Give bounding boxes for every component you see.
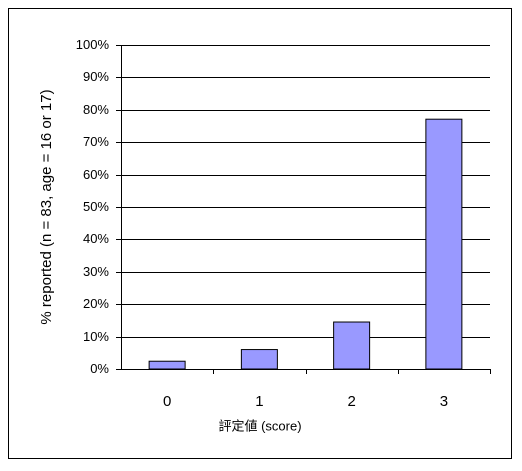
y-tick-label: 90% xyxy=(83,69,109,84)
bar xyxy=(148,360,186,370)
x-tick-label: 2 xyxy=(347,393,355,410)
y-tick-label: 60% xyxy=(83,167,109,182)
x-tick-label: 3 xyxy=(440,393,448,410)
x-axis-label: 評定値 (score) xyxy=(218,418,301,433)
y-tick-label: 50% xyxy=(83,199,109,214)
y-tick-label: 70% xyxy=(83,134,109,149)
y-tick-label: 10% xyxy=(83,329,109,344)
y-tick-label: 80% xyxy=(83,102,109,117)
y-tick-label: 30% xyxy=(83,264,109,279)
y-tick-label: 100% xyxy=(76,37,110,52)
x-tick-label: 0 xyxy=(163,393,171,410)
bar xyxy=(425,118,463,370)
y-axis-label: % reported (n = 83, age = 16 or 17) xyxy=(38,89,55,324)
bar xyxy=(240,349,278,370)
y-tick-label: 0% xyxy=(90,361,109,376)
bar xyxy=(333,321,371,370)
y-tick-label: 40% xyxy=(83,231,109,246)
x-tick-label: 1 xyxy=(255,393,263,410)
y-tick-label: 20% xyxy=(83,296,109,311)
